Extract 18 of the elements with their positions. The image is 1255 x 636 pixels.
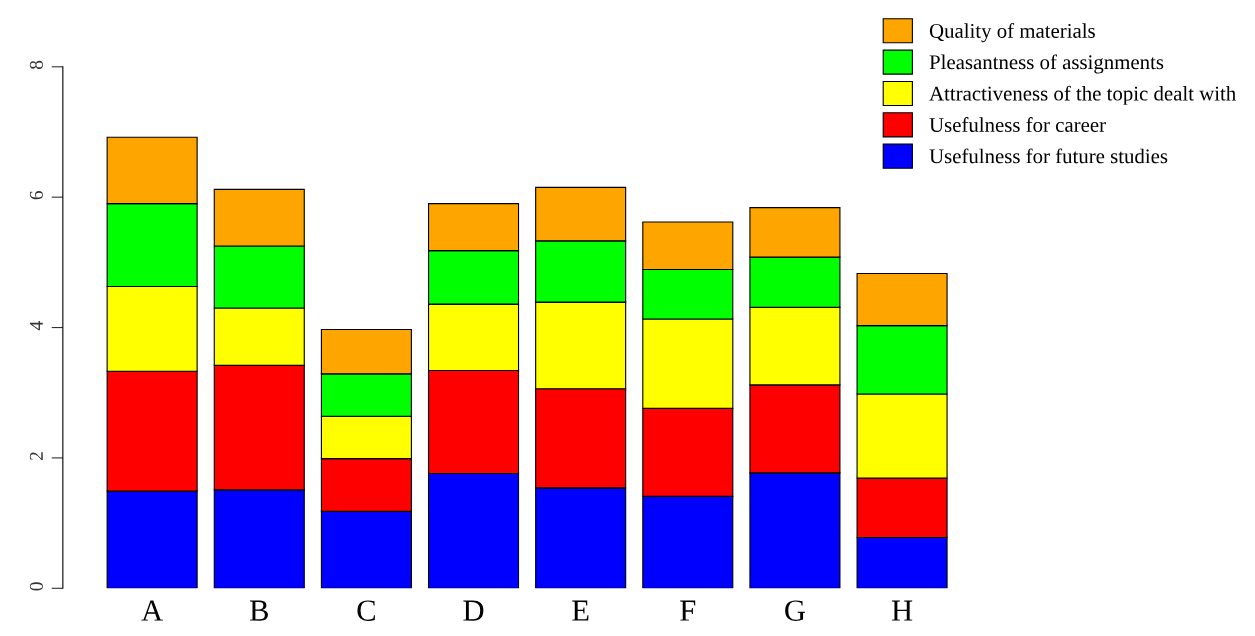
x-tick-label: A — [141, 600, 163, 621]
x-tick-label: E — [572, 600, 589, 621]
x-tick-label: G — [785, 600, 806, 621]
x-tick-label: H — [891, 600, 913, 621]
legend-label: Pleasantness of assignments — [929, 54, 1164, 74]
x-tick-label: D — [463, 600, 484, 621]
y-tick-label: 2 — [29, 452, 43, 461]
legend-label: Usefulness for future studies — [929, 148, 1168, 164]
x-tick-label: B — [249, 600, 268, 621]
y-tick-label: 6 — [29, 190, 43, 200]
x-tick-label: F — [680, 600, 696, 621]
y-tick-label: 4 — [29, 321, 43, 331]
y-tick-label: 0 — [29, 582, 43, 591]
x-tick-label: C — [357, 600, 375, 621]
legend-label: Usefulness for career — [929, 117, 1106, 132]
y-tick-label: 8 — [29, 60, 43, 70]
legend-label: Quality of materials — [929, 23, 1095, 43]
legend-label: Attractiveness of the topic dealt with — [929, 85, 1236, 105]
